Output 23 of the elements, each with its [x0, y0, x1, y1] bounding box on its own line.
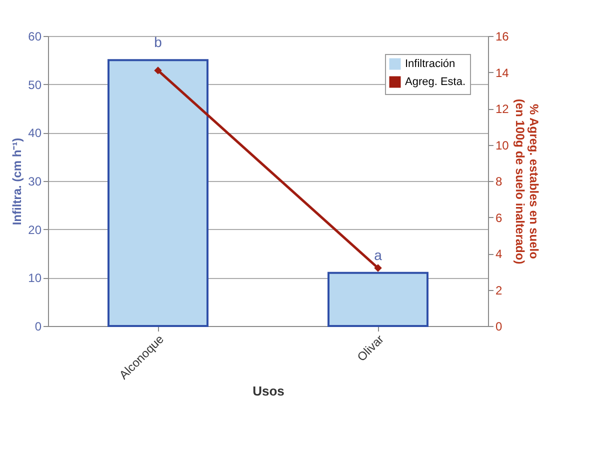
legend-label: Agreg. Esta. [405, 76, 466, 88]
y2-tick-label: 8 [496, 174, 502, 188]
y2-tick-label: 2 [496, 283, 502, 298]
y-axis-title: Infiltra. (cm h⁻¹) [10, 138, 24, 226]
annotation: a [374, 246, 382, 263]
y-tick-label: 50 [28, 78, 42, 92]
x-axis-title: Usos [252, 383, 284, 398]
y2-tick-label: 16 [496, 30, 510, 44]
y-tick-label: 40 [28, 126, 42, 140]
y2-tick-label: 6 [496, 210, 502, 225]
y-tick-label: 0 [34, 320, 42, 334]
y2-axis-title: % Agreg. estables en suelo (en 100g de suelo inalterado) [512, 98, 541, 264]
annotation: b [154, 34, 162, 50]
legend-label: Infiltración [405, 58, 456, 70]
y-tick-label: 10 [28, 271, 42, 286]
y2-tick-label: 12 [496, 102, 510, 116]
y-tick-label: 30 [28, 174, 42, 188]
y2-tick-label: 10 [496, 138, 510, 152]
y2-tick-label: 4 [496, 247, 502, 261]
y2-tick-label: 14 [496, 66, 510, 80]
y-tick-label: 60 [28, 30, 42, 44]
y2-tick-label: 0 [496, 320, 502, 334]
y-tick-label: 20 [28, 222, 42, 237]
